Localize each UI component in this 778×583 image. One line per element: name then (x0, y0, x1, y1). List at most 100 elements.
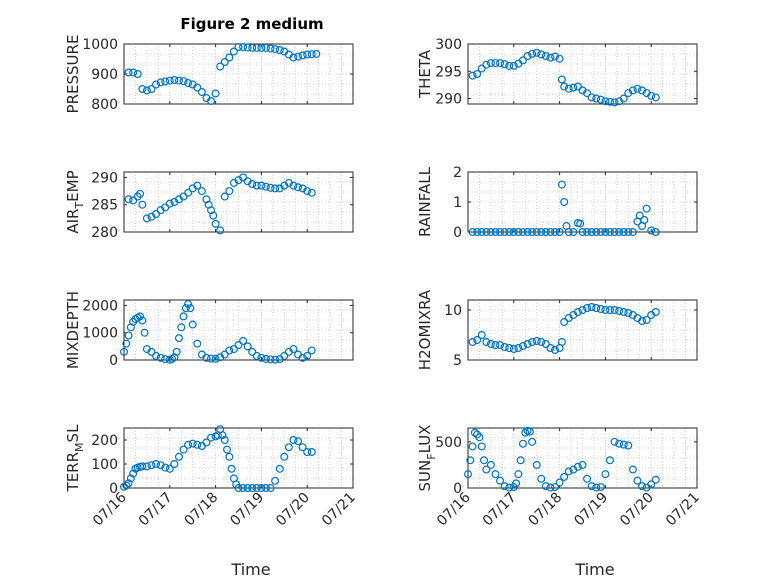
data-point (129, 196, 138, 205)
data-point (537, 228, 546, 237)
data-point (573, 82, 582, 91)
data-point (505, 228, 514, 237)
x-tick-label: 07/18 (182, 490, 222, 530)
data-point (289, 436, 298, 445)
data-point (500, 60, 509, 69)
data-point (587, 482, 596, 491)
x-tick-label: 07/17 (480, 490, 520, 530)
y-axis-label-rest: EMP (64, 170, 82, 201)
data-point (165, 464, 174, 473)
data-point (136, 189, 145, 198)
data-point (615, 307, 624, 316)
grid (123, 172, 354, 232)
data-point (136, 312, 145, 321)
x-axis-label-right: Time (574, 560, 614, 579)
data-point (638, 317, 647, 326)
data-point (133, 69, 142, 78)
data-point (564, 84, 573, 93)
data-point (179, 445, 188, 454)
y-tick-label: 500 (435, 435, 462, 451)
data-point (229, 47, 238, 56)
y-axis-label-main: MIXDEPTH (64, 291, 82, 369)
data-point (628, 465, 637, 474)
data-point (555, 478, 564, 487)
data-point (223, 445, 232, 454)
data-point (633, 84, 642, 93)
data-point (541, 482, 550, 491)
data-point (261, 182, 270, 191)
data-point (640, 216, 649, 225)
y-axis-label-rest: SL (64, 424, 82, 443)
data-point (569, 83, 578, 92)
data-point (610, 306, 619, 315)
y-tick-label: 285 (91, 198, 118, 214)
data-point (216, 226, 225, 235)
data-point (576, 219, 585, 228)
data-point (491, 228, 500, 237)
data-point (541, 51, 550, 60)
y-tick-label: 900 (91, 67, 118, 83)
data-point (642, 316, 651, 325)
data-point (225, 53, 234, 62)
y-axis-label: THETA (416, 49, 434, 99)
y-tick-label: 10 (444, 303, 462, 319)
y-tick-label: 280 (91, 225, 118, 241)
data-point (628, 86, 637, 95)
data-point (505, 344, 514, 353)
data-point (560, 472, 569, 481)
data-point (596, 228, 605, 237)
y-axis-label-main: PRESSURE (64, 35, 82, 114)
data-point (635, 211, 644, 220)
data-point (303, 448, 312, 457)
data-point (248, 43, 257, 52)
subplot-rainfall: 0 1 2 RAINFALL (416, 165, 698, 241)
data-point (642, 204, 651, 213)
data-point (624, 441, 633, 450)
data-point (220, 350, 229, 359)
data-point (307, 50, 316, 59)
y-tick-label: 0 (453, 225, 462, 241)
data-point (624, 309, 633, 318)
data-point (211, 354, 220, 363)
grid (467, 428, 698, 488)
data-point (480, 456, 489, 465)
data-point (124, 195, 133, 204)
data-point (193, 83, 202, 92)
data-point (578, 306, 587, 315)
data-point (473, 69, 482, 78)
data-point (248, 180, 257, 189)
data-point (181, 304, 190, 313)
data-point (624, 228, 633, 237)
data-point (555, 228, 564, 237)
data-point (647, 226, 656, 235)
data-point (470, 428, 479, 437)
data-point (289, 181, 298, 190)
data-point (615, 228, 624, 237)
data-point (619, 94, 628, 103)
grid (123, 428, 354, 488)
data-point (188, 439, 197, 448)
data-point (184, 440, 193, 449)
data-point (532, 337, 541, 346)
data-point (651, 228, 660, 237)
data-point (541, 228, 550, 237)
data-point (193, 339, 202, 348)
data-point (521, 428, 530, 437)
data-point (174, 452, 183, 461)
data-point (555, 54, 564, 63)
data-point (122, 339, 131, 348)
data-point (261, 484, 270, 493)
data-point (560, 318, 569, 327)
grid (123, 44, 354, 104)
x-tick-label: 07/18 (526, 490, 566, 530)
data-point (560, 82, 569, 91)
data-point (156, 353, 165, 362)
y-axis-label-main: TERR (64, 452, 82, 493)
data-point (280, 452, 289, 461)
data-point (518, 439, 527, 448)
data-point (500, 228, 509, 237)
series-markers (124, 173, 316, 235)
data-point (294, 52, 303, 61)
data-point (234, 42, 243, 51)
y-axis-label-main: THETA (416, 49, 434, 99)
